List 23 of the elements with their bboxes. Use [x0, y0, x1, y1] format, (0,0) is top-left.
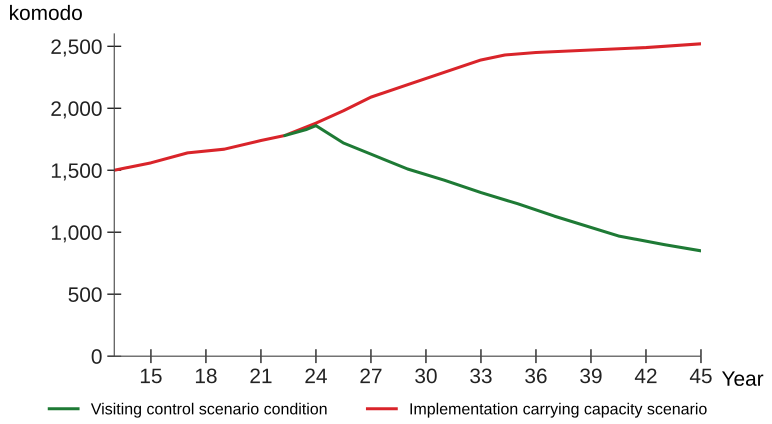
legend-label: Visiting control scenario condition [90, 402, 327, 418]
x-tick-label: 30 [415, 368, 437, 384]
y-tick-label: 1,000 [52, 225, 102, 242]
y-tick-label: 2,000 [51, 101, 102, 118]
x-tick-label: 45 [690, 368, 712, 384]
y-axis-title: komodo [10, 4, 82, 20]
y-tick-label: 500 [68, 287, 102, 302]
x-tick-label: 18 [196, 368, 217, 384]
line-series [114, 42, 701, 172]
y-tick-label: 1,500 [52, 163, 102, 180]
y-tick-label: 0 [92, 349, 102, 364]
line-series [283, 124, 701, 252]
x-tick-label: 15 [140, 368, 162, 384]
y-tick-label: 2,500 [51, 39, 102, 57]
x-tick-label: 42 [634, 368, 657, 384]
x-tick-label: 27 [360, 368, 382, 384]
x-tick-label: 24 [305, 368, 327, 384]
x-tick-label: 33 [470, 368, 492, 384]
x-tick-label: 36 [525, 368, 547, 384]
x-tick-label: 39 [580, 368, 602, 384]
legend-label: Implementation carrying capacity scenario [410, 402, 707, 418]
x-axis-title: Year [722, 371, 764, 386]
x-tick-label: 21 [250, 368, 272, 384]
